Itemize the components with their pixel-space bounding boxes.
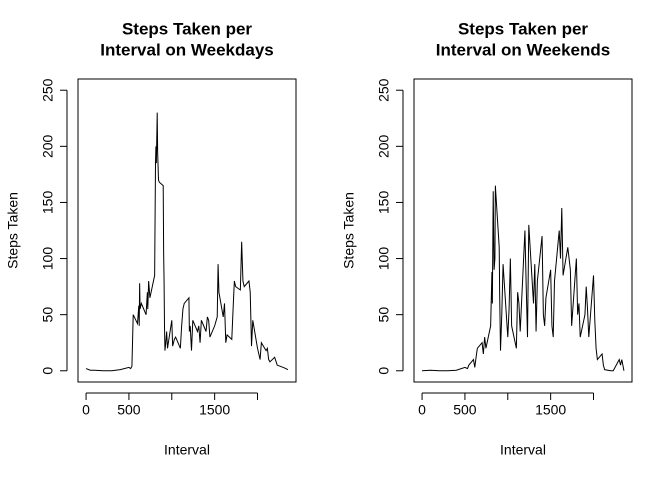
y-axis-label: Steps Taken — [341, 192, 357, 269]
y-tick-label: 0 — [376, 367, 392, 375]
y-tick-label: 150 — [40, 191, 56, 215]
y-tick-label: 200 — [376, 134, 392, 158]
y-tick-label: 50 — [40, 307, 56, 323]
chart-title: Interval on Weekends — [436, 40, 610, 59]
x-axis-label: Interval — [500, 442, 546, 458]
x-tick-label: 500 — [117, 402, 141, 418]
x-tick-label: 1500 — [199, 402, 230, 418]
y-tick-label: 250 — [376, 78, 392, 102]
x-tick-label: 0 — [82, 402, 90, 418]
y-tick-label: 50 — [376, 307, 392, 323]
plot-box — [77, 78, 297, 383]
y-tick-label: 0 — [40, 367, 56, 375]
series-line — [85, 112, 289, 372]
y-tick-label: 200 — [40, 134, 56, 158]
y-tick-label: 100 — [40, 247, 56, 271]
x-axis-label: Interval — [164, 442, 210, 458]
chart-title: Interval on Weekdays — [100, 40, 274, 59]
y-tick-label: 100 — [376, 247, 392, 271]
series-line — [422, 185, 625, 372]
x-tick-label: 500 — [453, 402, 477, 418]
x-tick-label: 0 — [418, 402, 426, 418]
y-tick-label: 250 — [40, 78, 56, 102]
chart-title: Steps Taken per — [122, 19, 252, 38]
y-tick-label: 150 — [376, 191, 392, 215]
y-axis-label: Steps Taken — [5, 192, 21, 269]
chart-title: Steps Taken per — [458, 19, 588, 38]
plot-box — [413, 78, 633, 383]
x-tick-label: 1500 — [535, 402, 566, 418]
